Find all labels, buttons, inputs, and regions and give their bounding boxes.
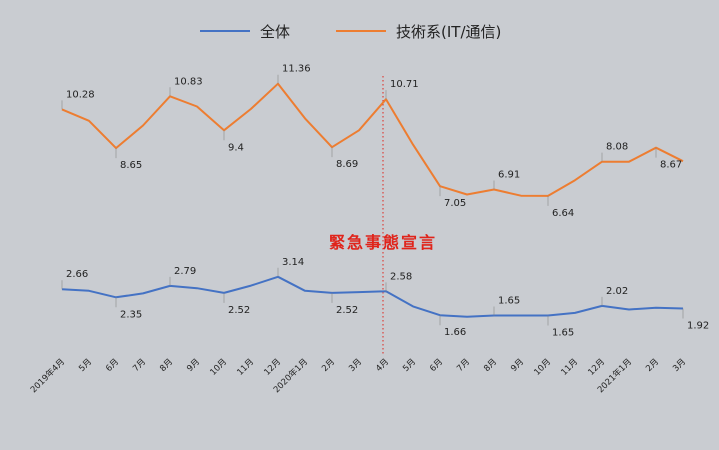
series-line-1	[61, 82, 684, 197]
x-tick-label-19: 11月	[559, 357, 580, 378]
data-label-1-4: 11.36	[282, 64, 311, 75]
data-label-1-5: 8.69	[336, 159, 358, 170]
x-tick-label-5: 9月	[185, 357, 202, 374]
data-label-0-9: 1.65	[552, 328, 574, 339]
data-label-1-1: 8.65	[120, 160, 142, 171]
x-tick-label-17: 9月	[509, 357, 526, 374]
legend-label-0: 全体	[260, 23, 290, 41]
data-label-1-8: 6.91	[498, 169, 520, 180]
x-tick-label-1: 5月	[77, 357, 94, 374]
x-tick-label-20: 12月	[586, 357, 607, 378]
x-tick-label-7: 11月	[235, 357, 256, 378]
x-tick-label-13: 5月	[401, 357, 418, 374]
data-label-1-3: 9.4	[228, 142, 244, 153]
data-label-0-3: 2.52	[228, 305, 250, 316]
data-label-0-8: 1.65	[498, 296, 520, 307]
x-tick-label-15: 7月	[455, 357, 472, 374]
series-line-0	[61, 275, 684, 318]
data-label-1-9: 6.64	[552, 208, 574, 219]
x-tick-label-6: 10月	[208, 357, 229, 378]
data-label-0-6: 2.58	[390, 271, 412, 282]
data-label-0-1: 2.35	[120, 309, 142, 320]
legend-label-1: 技術系(IT/通信)	[396, 23, 501, 41]
x-tick-label-18: 10月	[532, 357, 553, 378]
x-tick-label-4: 8月	[158, 357, 175, 374]
data-label-0-0: 2.66	[66, 269, 88, 280]
x-tick-label-14: 6月	[428, 357, 445, 374]
x-tick-label-22: 2月	[644, 357, 661, 374]
x-tick-label-23: 3月	[671, 357, 688, 374]
data-label-1-10: 8.08	[606, 142, 628, 153]
x-tick-label-3: 7月	[131, 357, 148, 374]
data-label-1-11: 8.67	[660, 160, 682, 171]
emergency-declaration-label: 緊急事態宣言	[329, 233, 437, 252]
data-label-0-4: 3.14	[282, 257, 304, 268]
data-label-1-2: 10.83	[174, 76, 203, 87]
data-label-0-7: 1.66	[444, 327, 466, 338]
x-tick-label-2: 6月	[104, 357, 121, 374]
data-label-0-2: 2.79	[174, 266, 196, 277]
x-tick-label-11: 3月	[347, 357, 364, 374]
data-label-0-5: 2.52	[336, 305, 358, 316]
x-tick-label-12: 4月	[374, 357, 391, 374]
data-label-0-11: 1.92	[687, 320, 709, 331]
data-label-1-6: 10.71	[390, 79, 419, 90]
data-label-1-0: 10.28	[66, 89, 95, 100]
x-tick-label-10: 2月	[320, 357, 337, 374]
data-label-0-10: 2.02	[606, 286, 628, 297]
x-tick-label-8: 12月	[262, 357, 283, 378]
x-tick-label-0: 2019年4月	[28, 356, 67, 395]
x-tick-label-16: 8月	[482, 357, 499, 374]
data-label-1-7: 7.05	[444, 198, 466, 209]
